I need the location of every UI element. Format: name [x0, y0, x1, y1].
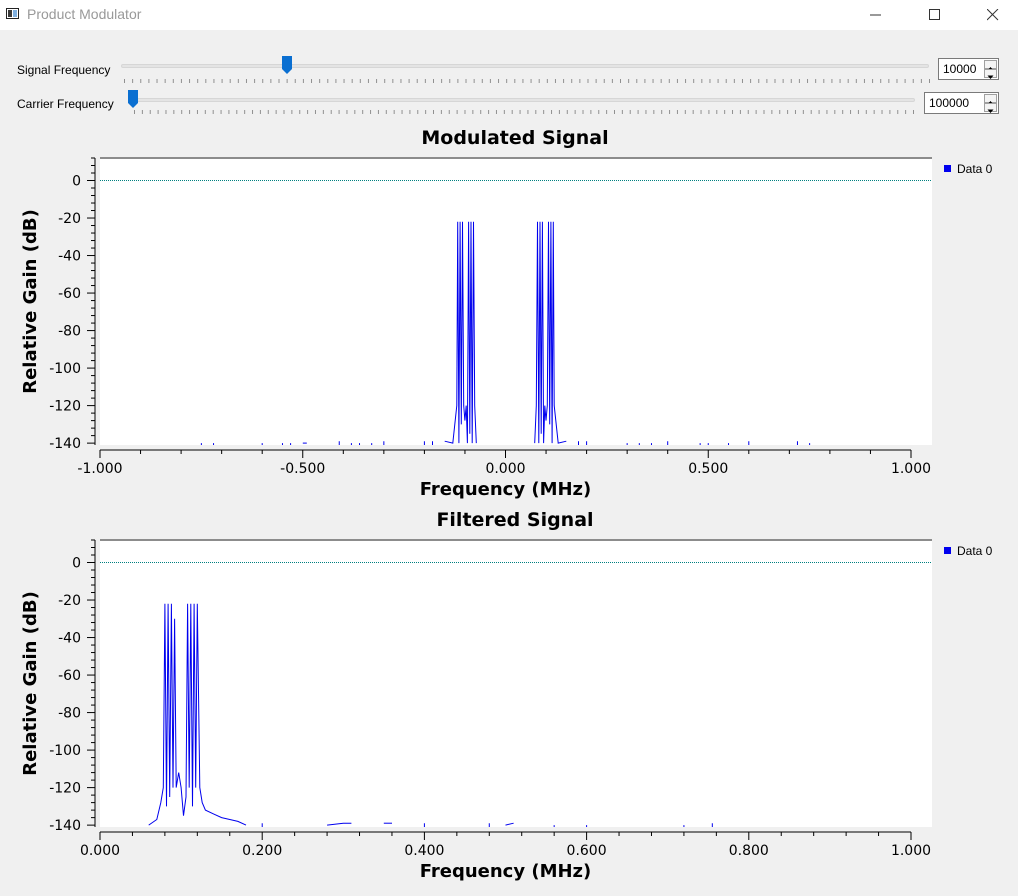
- x-tick-label: 0.000: [80, 843, 120, 859]
- y-tick-label: -60: [58, 286, 81, 302]
- minimize-button[interactable]: [853, 0, 899, 30]
- plot-canvas: [100, 158, 932, 445]
- y-tick-label: -140: [49, 818, 81, 834]
- x-tick-label: 0.500: [688, 461, 728, 477]
- x-tick-label: 0.000: [485, 461, 525, 477]
- legend-swatch: [944, 547, 951, 554]
- carrier-frequency-handle[interactable]: [128, 90, 138, 108]
- x-tick-label: 1.000: [891, 843, 931, 859]
- y-tick-label: -80: [58, 324, 81, 340]
- x-tick-label: 0.200: [242, 843, 282, 859]
- legend-swatch: [944, 165, 951, 172]
- signal-frequency-spinbox[interactable]: 10000: [938, 58, 999, 80]
- filtered-signal-plot: 0 -20 -40 -60 -80 -100 -120 -140 Relative Gain (…: [20, 539, 932, 882]
- plot-canvas: [100, 540, 932, 827]
- signal-frequency-up-button[interactable]: [984, 60, 997, 71]
- y-tick-label: -20: [58, 593, 81, 609]
- carrier-frequency-slider[interactable]: [128, 98, 915, 102]
- x-tick-label: -0.500: [280, 461, 325, 477]
- series-line-segment: [444, 221, 477, 444]
- y-tick-label: -40: [58, 631, 81, 647]
- x-tick-label: 0.600: [567, 843, 607, 859]
- signal-frequency-label: Signal Frequency: [17, 63, 111, 77]
- y-tick-label: -120: [49, 399, 81, 415]
- carrier-frequency-down-button[interactable]: [984, 103, 997, 113]
- y-tick-label: 0: [72, 174, 81, 190]
- carrier-frequency-spinbox[interactable]: 100000: [924, 92, 999, 114]
- modulated-signal-plot: 0 -20 -40 -60 -80 -100 -120 -140 Relative Gain (…: [20, 157, 932, 500]
- modulated-signal-legend[interactable]: Data 0: [944, 162, 992, 176]
- signal-frequency-down-button[interactable]: [984, 69, 997, 79]
- carrier-frequency-ticks: [134, 110, 914, 114]
- title-bar: Product Modulator: [0, 0, 1018, 30]
- series-line-segment: [505, 822, 514, 826]
- signal-frequency-handle[interactable]: [282, 56, 292, 74]
- carrier-frequency-up-button[interactable]: [984, 94, 997, 105]
- x-tick-label: -1.000: [77, 461, 122, 477]
- carrier-frequency-value: 100000: [929, 96, 970, 110]
- close-icon: [987, 9, 999, 21]
- filtered-signal-title: Filtered Signal: [436, 509, 594, 531]
- signal-frequency-ticks: [124, 79, 930, 83]
- x-axis-label: Frequency (MHz): [420, 861, 592, 882]
- window-title: Product Modulator: [27, 6, 142, 22]
- y-tick-label: -40: [58, 249, 81, 265]
- chevron-down-icon: [987, 109, 994, 113]
- x-tick-label: 0.400: [404, 843, 444, 859]
- y-axis-label: Relative Gain (dB): [20, 209, 41, 394]
- filtered-signal-legend[interactable]: Data 0: [944, 544, 992, 558]
- carrier-frequency-label: Carrier Frequency: [17, 97, 114, 111]
- y-tick-label: -140: [49, 436, 81, 452]
- modulated-signal-title: Modulated Signal: [421, 127, 609, 149]
- legend-label: Data 0: [957, 544, 993, 558]
- series-line-segment: [327, 822, 352, 826]
- series-line-segment: [534, 221, 567, 444]
- y-tick-label: -20: [58, 211, 81, 227]
- maximize-icon: [929, 9, 940, 20]
- y-tick-label: -120: [49, 781, 81, 797]
- legend-label: Data 0: [957, 162, 993, 176]
- app-window-icon: [6, 8, 19, 19]
- x-tick-label: 0.800: [729, 843, 769, 859]
- maximize-button[interactable]: [912, 0, 958, 30]
- x-tick-label: 1.000: [891, 461, 931, 477]
- signal-frequency-slider[interactable]: [121, 64, 929, 68]
- y-tick-label: -100: [49, 743, 81, 759]
- minimize-icon: [870, 14, 881, 16]
- x-axis-label: Frequency (MHz): [420, 479, 592, 500]
- y-tick-label: -80: [58, 706, 81, 722]
- y-axis-label: Relative Gain (dB): [20, 591, 41, 776]
- chevron-down-icon: [987, 75, 994, 79]
- y-tick-label: 0: [72, 556, 81, 572]
- close-button[interactable]: [970, 0, 1016, 30]
- y-tick-label: -60: [58, 668, 81, 684]
- signal-frequency-value: 10000: [943, 62, 977, 76]
- y-tick-label: -100: [49, 361, 81, 377]
